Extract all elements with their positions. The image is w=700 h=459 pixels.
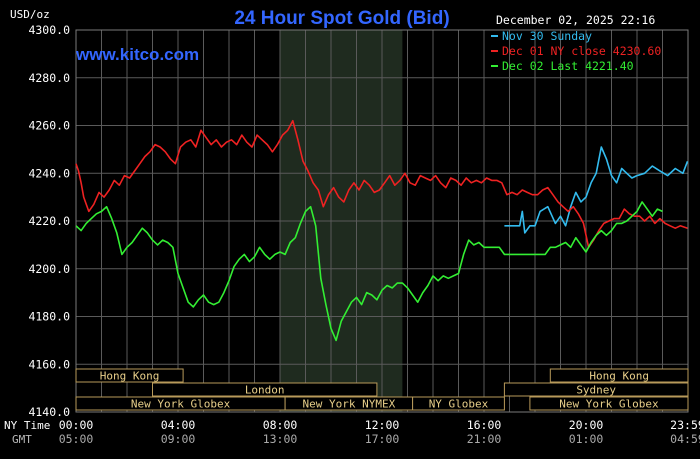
legend-label: Dec 01 NY close 4230.60 (502, 44, 661, 58)
session-label: New York Globex (559, 398, 659, 411)
x-tick-label-gmt: 09:00 (161, 432, 196, 446)
session-label: London (245, 384, 285, 397)
x-tick-label-gmt: 05:00 (59, 432, 94, 446)
session-bar (152, 382, 378, 397)
y-tick-label: 4180.0 (28, 310, 70, 324)
y-tick-label: 4240.0 (28, 166, 70, 180)
x-tick-label-ny: 20:00 (569, 418, 604, 432)
chart-timestamp: December 02, 2025 22:16 (496, 13, 655, 27)
x-row-label-gmt: GMT (12, 433, 32, 446)
legend-label: Nov 30 Sunday (502, 29, 592, 43)
x-tick-label-ny: 04:00 (161, 418, 196, 432)
legend-label: Dec 02 Last 4221.40 (502, 59, 634, 73)
y-tick-label: 4280.0 (28, 71, 70, 85)
x-tick-label-gmt: 13:00 (263, 432, 298, 446)
session-bar (412, 396, 505, 411)
session-label: New York Globex (131, 398, 231, 411)
chart-title: 24 Hour Spot Gold (Bid) (234, 8, 449, 29)
series-line (504, 146, 689, 234)
y-tick-label: 4160.0 (28, 357, 70, 371)
session-bar (529, 396, 689, 411)
y-axis-label: USD/oz (10, 8, 50, 21)
session-label: New York NYMEX (302, 398, 395, 411)
x-tick-label-gmt: 21:00 (467, 432, 502, 446)
y-tick-label: 4200.0 (28, 262, 70, 276)
plot-border (75, 29, 689, 413)
x-tick-label-gmt: 17:00 (365, 432, 400, 446)
x-tick-label-gmt: 04:59 (670, 432, 700, 446)
x-tick-label-ny: 08:00 (263, 418, 298, 432)
session-bar (549, 368, 689, 383)
x-row-label-ny: NY Time (4, 419, 50, 432)
x-tick-label-gmt: 01:00 (569, 432, 604, 446)
y-tick-label: 4260.0 (28, 119, 70, 133)
session-label: Sydney (576, 384, 616, 397)
session-label: NY Globex (429, 398, 489, 411)
kitco-watermark: www.kitco.com (75, 45, 199, 64)
series-line (75, 119, 688, 249)
session-bar (75, 368, 184, 383)
x-tick-label-ny: 00:00 (59, 418, 94, 432)
x-tick-label-ny: 23:59 (670, 418, 700, 432)
x-tick-label-ny: 16:00 (467, 418, 502, 432)
y-tick-label: 4220.0 (28, 214, 70, 228)
session-label: Hong Kong (589, 370, 649, 383)
series-line (75, 201, 663, 342)
y-tick-label: 4300.0 (28, 23, 70, 37)
session-bar (503, 382, 689, 397)
y-tick-label: 4140.0 (28, 405, 70, 419)
x-tick-label-ny: 12:00 (365, 418, 400, 432)
session-label: Hong Kong (100, 370, 160, 383)
